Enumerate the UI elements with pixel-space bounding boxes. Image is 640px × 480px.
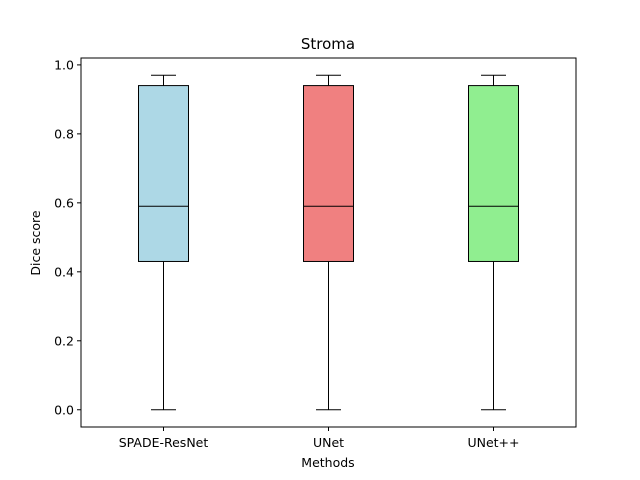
chart-title: Stroma [301,35,355,53]
box-2 [303,85,354,262]
plot-area: 0.0 0.2 0.4 0.6 0.8 1.0 SPADE-ResNet UNet UNet++ [54,57,577,450]
y-axis-label: Dice score [28,210,43,276]
y-tick-label: 0.2 [54,333,74,348]
y-tick-label: 0.4 [54,264,74,279]
y-tick-label: 1.0 [54,57,74,72]
y-tick-label: 0.0 [54,402,74,417]
x-tick-label: UNet [313,435,344,450]
x-tick-label: SPADE-ResNet [119,435,209,450]
y-tick-label: 0.6 [54,195,74,210]
plot-frame [80,57,577,428]
y-tick-label: 0.8 [54,126,74,141]
x-tick-label: UNet++ [467,435,519,450]
x-axis-label: Methods [301,455,354,470]
box-3 [468,85,519,262]
box-1 [138,85,189,262]
